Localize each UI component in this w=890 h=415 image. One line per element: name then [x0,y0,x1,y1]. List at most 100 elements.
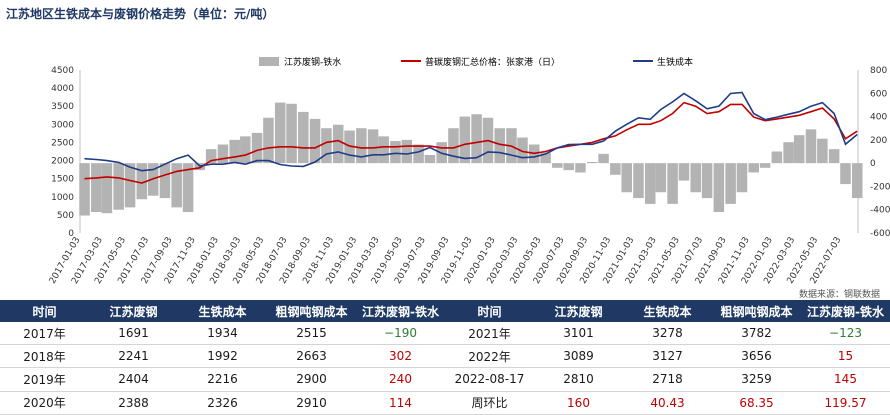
spread-bar [286,103,297,164]
spread-bar [274,102,286,164]
spread-bar [690,163,701,193]
spread-bar [644,163,656,204]
y-left-tick-label: 500 [57,211,74,221]
column-header: 时间 [0,300,89,322]
table-cell: 40.43 [623,391,712,415]
y-left-tick-label: 2500 [51,138,74,148]
table-cell: 2404 [89,367,178,392]
spread-bar [725,163,736,204]
spread-bar [701,163,713,199]
spread-bar [563,163,574,171]
column-header: 江苏废钢-铁水 [801,300,890,322]
spread-bar [713,163,725,213]
table-row: 2019年 2404 2216 2900 240 2022-08-17 2810 2718 32… [0,367,890,392]
spread-bar [817,138,828,164]
spread-bar [79,163,90,216]
y-right-tick-label: 200 [870,136,887,146]
column-header: 江苏废钢 [89,300,178,322]
y-left-tick-label: 2000 [51,157,74,167]
spread-bars [79,102,863,216]
spread-bar [459,116,471,164]
table-cell: −123 [801,322,890,346]
spread-bar [124,163,136,208]
spread-bar [540,152,551,164]
spread-bar [229,139,240,164]
table-header: 时间 江苏废钢 生铁成本 粗钢吨钢成本 江苏废钢-铁水 时间 江苏废钢 生铁成本 粗钢吨钢成本江… [0,300,890,322]
spread-bar [91,163,102,213]
chart-title: 江苏地区生铁成本与废钢价格走势（单位：元/吨） [6,7,275,21]
spread-bar [667,163,678,204]
spread-bar [378,136,389,164]
spread-bar [610,163,621,175]
table-cell: 2022-08-17 [445,367,534,392]
table-cell: −190 [356,322,445,346]
spread-bar [101,163,113,214]
table-cell: 1934 [178,322,267,346]
x-axis: 2017-01-032017-03-032017-05-032017-07-03… [48,235,844,285]
table-cell: 240 [356,367,445,392]
spread-bar [771,151,783,164]
right-axis: -600 -400 -200 0 200 400 600 800 [857,66,890,239]
table-row: 2017年 1691 1934 2515 −190 2021年 3101 3278 3782 −1… [0,322,890,346]
spread-bar [633,163,644,199]
table-cell: 2017年 [0,322,89,346]
spread-bar [182,163,194,213]
y-left-tick-label: 3500 [51,102,74,112]
spread-bar [517,137,528,164]
table-cell: 2216 [178,367,267,392]
spread-bar [240,136,251,164]
spread-bar [552,163,563,168]
table-cell: 2021年 [445,322,534,346]
y-right-tick-label: 800 [870,66,887,76]
y-left-tick-label: 1500 [51,175,74,185]
spread-bar [736,163,748,193]
y-left-tick-label: 4500 [51,66,74,76]
y-right-tick-label: 0 [870,159,876,169]
spread-bar [251,132,263,164]
table-body: 2017年 1691 1934 2515 −190 2021年 3101 3278 3782 −1… [0,322,890,415]
table-cell: 3259 [712,367,801,392]
pig-iron-cost-line [84,91,858,172]
table-cell: 2326 [178,391,267,415]
spread-bar [321,128,332,164]
spread-bar [783,142,794,164]
spread-bar [298,111,309,164]
spread-bar [263,117,274,164]
table-cell: 3656 [712,344,801,369]
column-header: 江苏废钢 [534,300,623,322]
spread-bar [575,163,586,173]
column-header: 江苏废钢-铁水 [356,300,445,322]
column-header: 粗钢吨钢成本 [267,300,356,322]
table-cell: 3127 [623,344,712,369]
spread-bar [805,129,817,164]
stats-table: 时间 江苏废钢 生铁成本 粗钢吨钢成本 江苏废钢-铁水 时间 江苏废钢 生铁成本 粗钢吨钢成本江… [0,300,890,415]
spread-bar [494,128,505,164]
left-axis: 0 500 1000 1500 2000 2500 3000 3500 4000 4500 [51,66,81,239]
spread-bar [367,129,379,164]
y-right-tick-label: -600 [870,229,890,239]
table-cell: 3089 [534,344,623,369]
y-left-tick-label: 4000 [51,84,74,94]
y-right-tick-label: -400 [870,206,890,216]
legend-swatch-spread [259,57,279,66]
table-cell: 15 [801,344,890,369]
legend-label-cost: 生铁成本 [657,56,693,68]
y-left-tick-label: 0 [68,229,74,239]
y-right-tick-label: -200 [870,182,890,192]
table-cell: 3101 [534,322,623,346]
legend-label-price: 普碳废钢汇总价格：张家港（日） [425,56,560,68]
spread-bar [424,154,436,164]
spread-bar [113,163,124,210]
y-right-tick-label: 400 [870,113,887,123]
spread-bar [309,118,321,164]
table-cell: 145 [801,367,890,392]
table-cell: 2900 [267,367,356,392]
spread-bar [136,163,148,200]
y-right-tick-label: 600 [870,89,887,99]
table-cell: 1992 [178,344,267,369]
spread-bar [471,114,482,164]
column-header: 时间 [445,300,534,322]
scrap-price-line [84,101,858,184]
spread-bar [401,139,413,164]
